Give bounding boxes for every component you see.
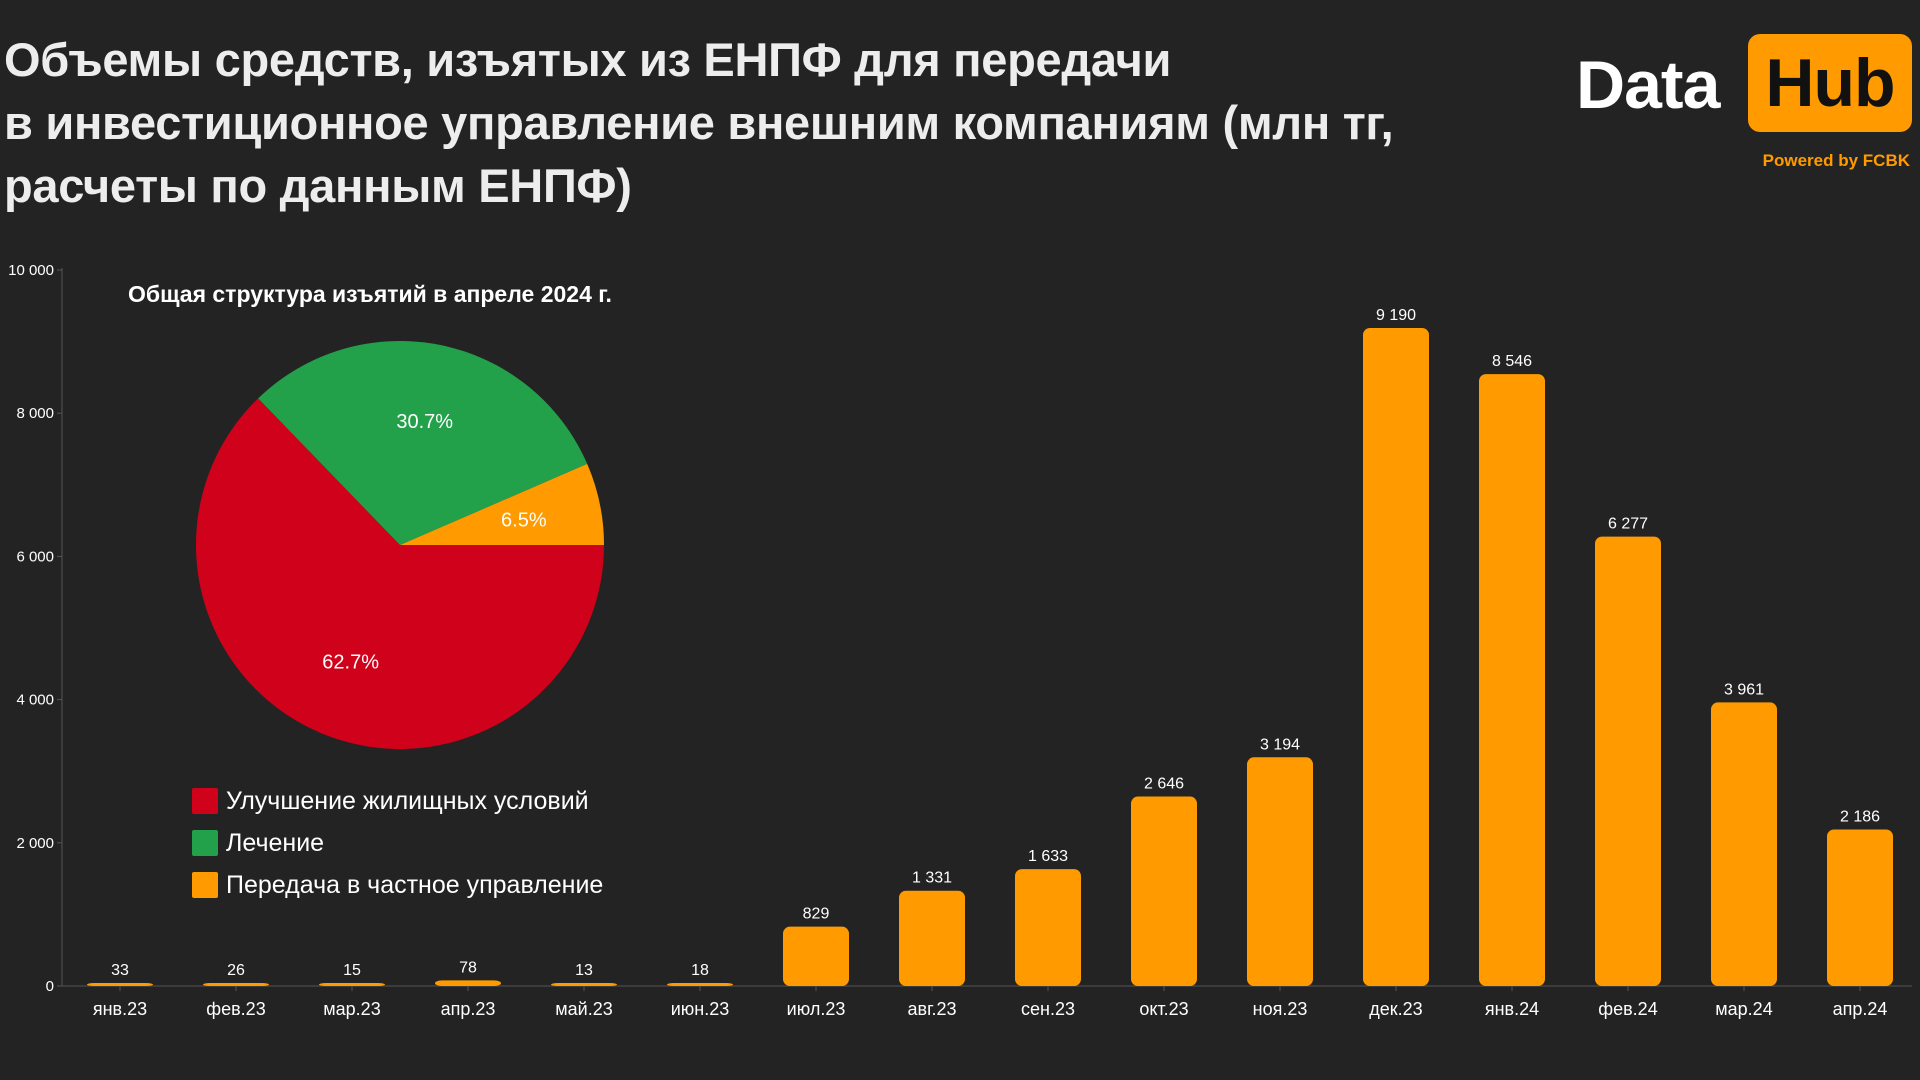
legend-swatch-housing: [192, 788, 218, 814]
x-tick-label: фев.24: [1598, 999, 1657, 1019]
bar-value-label: 15: [343, 962, 361, 979]
bar-value-label: 1 331: [912, 870, 952, 887]
bar-value-label: 26: [227, 962, 245, 979]
bar: [319, 983, 385, 986]
bar-value-label: 3 961: [1724, 681, 1764, 698]
bar: [1711, 702, 1777, 986]
logo-data-text: Data: [1576, 47, 1720, 123]
x-tick-label: апр.24: [1833, 999, 1888, 1019]
y-tick-label: 2 000: [16, 835, 54, 852]
bar-value-label: 3 194: [1260, 736, 1300, 753]
pie-legend: Улучшение жилищных условий Лечение Перед…: [192, 780, 603, 906]
pie-slice-label: 62.7%: [322, 651, 379, 673]
bar: [551, 983, 617, 986]
legend-swatch-treatment: [192, 830, 218, 856]
y-tick-label: 10 000: [8, 262, 54, 279]
bar: [87, 983, 153, 986]
legend-item-private: Передача в частное управление: [192, 864, 603, 906]
y-tick-label: 0: [46, 978, 54, 995]
x-tick-label: янв.24: [1485, 999, 1539, 1019]
bar-value-label: 1 633: [1028, 848, 1068, 865]
bar-value-label: 33: [111, 962, 129, 979]
bar: [1595, 536, 1661, 986]
x-tick-label: апр.23: [441, 999, 496, 1019]
pie-slice-treatment: [258, 340, 588, 545]
bar-value-label: 9 190: [1376, 307, 1416, 324]
bar-value-label: 8 546: [1492, 353, 1532, 370]
x-tick-label: мар.23: [323, 999, 380, 1019]
x-tick-label: июн.23: [671, 999, 730, 1019]
bar-value-label: 829: [803, 906, 830, 923]
bar: [1015, 869, 1081, 986]
x-tick-label: ноя.23: [1253, 999, 1308, 1019]
bar: [667, 983, 733, 986]
pie-title: Общая структура изъятий в апреле 2024 г.: [128, 281, 612, 307]
logo-hub-badge: Hub: [1748, 34, 1912, 132]
legend-label-housing: Улучшение жилищных условий: [226, 786, 589, 815]
pie-slice-label: 6.5%: [501, 509, 547, 531]
legend-label-treatment: Лечение: [226, 828, 325, 857]
pie-slice-housing: [196, 398, 605, 749]
title-line-1: Объемы средств, изъятых из ЕНПФ для пере…: [4, 33, 1172, 86]
bar: [1827, 829, 1893, 986]
powered-by-label: Powered by FCBK: [1762, 151, 1910, 170]
bar-value-label: 6 277: [1608, 516, 1648, 533]
pie-slice-private: [400, 463, 604, 545]
legend-item-treatment: Лечение: [192, 822, 603, 864]
x-tick-label: окт.23: [1139, 999, 1188, 1019]
bar-value-label: 78: [459, 959, 477, 976]
x-tick-label: дек.23: [1369, 999, 1422, 1019]
bar-value-label: 2 186: [1840, 808, 1880, 825]
title-line-3: расчеты по данным ЕНПФ): [4, 159, 632, 212]
bar: [1479, 374, 1545, 986]
bar-value-label: 2 646: [1144, 776, 1184, 793]
y-tick-label: 4 000: [16, 692, 54, 709]
title-line-2: в инвестиционное управление внешним комп…: [4, 96, 1394, 149]
x-tick-label: янв.23: [93, 999, 147, 1019]
bar: [1363, 327, 1429, 987]
bar: [435, 980, 501, 986]
bar-value-label: 13: [575, 962, 593, 979]
bar: [899, 890, 965, 986]
bar-value-label: 18: [691, 962, 709, 979]
x-tick-label: сен.23: [1021, 999, 1075, 1019]
x-tick-label: мар.24: [1715, 999, 1772, 1019]
chart-title: Объемы средств, изъятых из ЕНПФ для пере…: [4, 28, 1564, 217]
x-tick-label: май.23: [555, 999, 612, 1019]
bar: [203, 983, 269, 986]
bar: [1131, 796, 1197, 986]
x-tick-label: фев.23: [206, 999, 265, 1019]
legend-item-housing: Улучшение жилищных условий: [192, 780, 603, 822]
bar: [783, 926, 849, 986]
legend-swatch-private: [192, 872, 218, 898]
x-tick-label: авг.23: [908, 999, 957, 1019]
y-tick-label: 8 000: [16, 405, 54, 422]
y-tick-label: 6 000: [16, 548, 54, 565]
pie-slice-label: 30.7%: [396, 411, 453, 433]
bar: [1247, 757, 1313, 986]
legend-label-private: Передача в частное управление: [226, 870, 604, 899]
x-tick-label: июл.23: [787, 999, 846, 1019]
datahub-logo: Data Hub: [1576, 34, 1916, 134]
